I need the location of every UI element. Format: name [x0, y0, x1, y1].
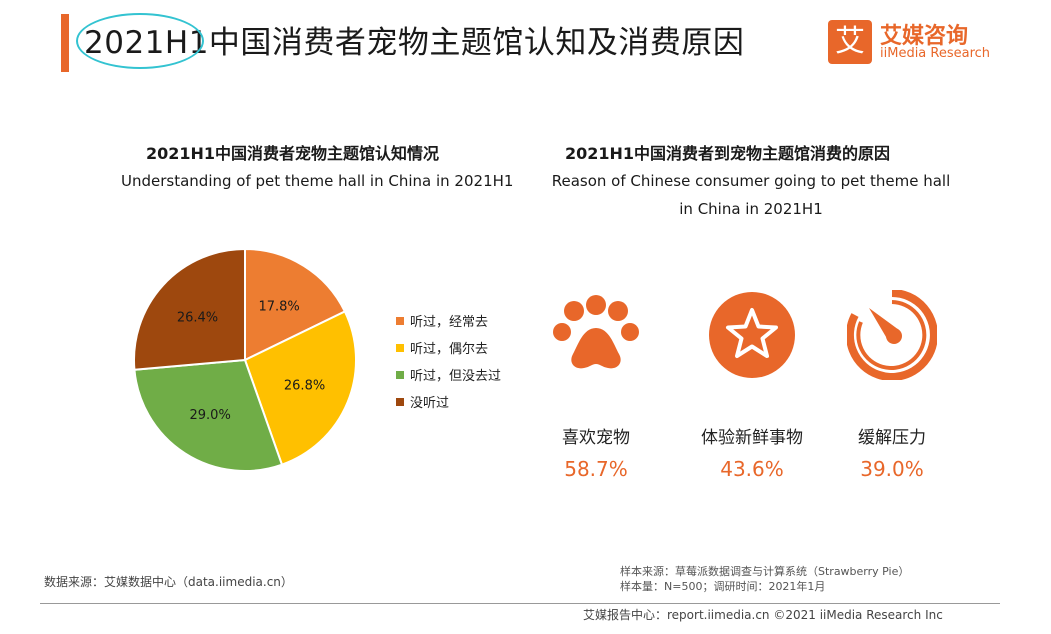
- pie-slice: [133, 247, 246, 371]
- logo-text-cn: 艾媒咨询: [880, 24, 969, 49]
- sample-size: 样本量：N=500；调研时间：2021年1月: [620, 580, 826, 593]
- pie-data-label: 17.8%: [258, 299, 299, 314]
- logo-mark: 艾: [828, 20, 872, 64]
- right-chart-title-en-2: in China in 2021H1: [679, 200, 823, 218]
- reason-new-experience: 体验新鲜事物 43.6%: [682, 290, 822, 490]
- pie-legend: 听过，经常去 听过，偶尔去 听过，但没去过 没听过: [396, 307, 501, 415]
- star-icon: [709, 292, 795, 378]
- legend-label: 听过，偶尔去: [410, 342, 489, 357]
- legend-swatch: [396, 370, 404, 379]
- right-chart-title-cn: 2021H1中国消费者到宠物主题馆消费的原因: [565, 144, 891, 163]
- reason-label: 缓解压力: [858, 428, 926, 448]
- legend-item: 听过，经常去: [396, 307, 501, 334]
- reason-value: 39.0%: [860, 457, 924, 481]
- sample-info: 样本来源：草莓派数据调查与计算系统（Strawberry Pie） 样本量：N=…: [620, 564, 909, 594]
- reason-relieve-stress: 缓解压力 39.0%: [822, 290, 962, 490]
- legend-label: 没听过: [410, 396, 450, 411]
- sample-source: 样本来源：草莓派数据调查与计算系统（Strawberry Pie）: [620, 565, 910, 578]
- legend-item: 没听过: [396, 388, 501, 415]
- left-chart-title-cn: 2021H1中国消费者宠物主题馆认知情况: [146, 144, 440, 163]
- reason-label: 体验新鲜事物: [701, 428, 803, 448]
- legend-swatch: [396, 397, 404, 406]
- highlight-circle: [76, 13, 204, 69]
- legend-item: 听过，偶尔去: [396, 334, 501, 361]
- pie-data-label: 26.8%: [284, 378, 325, 393]
- reason-label: 喜欢宠物: [562, 428, 630, 448]
- legend-item: 听过，但没去过: [396, 361, 501, 388]
- pie-data-label: 29.0%: [190, 408, 231, 423]
- reason-like-pets: 喜欢宠物 58.7%: [526, 290, 666, 490]
- pie-chart: 17.8% 26.8% 29.0% 26.4%: [133, 247, 357, 472]
- legend-swatch: [396, 343, 404, 352]
- logo: 艾 艾媒咨询 iiMedia Research: [828, 20, 991, 64]
- paw-icon: [553, 295, 639, 369]
- pie-data-label: 26.4%: [177, 311, 218, 326]
- reason-value: 43.6%: [720, 457, 784, 481]
- title-accent-bar: [61, 14, 69, 72]
- pie-slice: [243, 310, 357, 466]
- timer-icon: [847, 290, 937, 380]
- pie-slice: [244, 247, 347, 362]
- right-chart-title-en-1: Reason of Chinese consumer going to pet …: [551, 172, 951, 190]
- data-source: 数据来源：艾媒数据中心（data.iimedia.cn）: [44, 575, 293, 589]
- legend-label: 听过，但没去过: [410, 369, 502, 384]
- footer-divider: [40, 603, 1000, 604]
- pie-slice: [133, 358, 284, 472]
- logo-text-en: iiMedia Research: [880, 46, 991, 61]
- left-chart-title-en: Understanding of pet theme hall in China…: [121, 172, 514, 190]
- legend-label: 听过，经常去: [410, 315, 489, 330]
- copyright: 艾媒报告中心：report.iimedia.cn ©2021 iiMedia R…: [583, 608, 943, 622]
- reason-value: 58.7%: [564, 457, 628, 481]
- legend-swatch: [396, 316, 404, 325]
